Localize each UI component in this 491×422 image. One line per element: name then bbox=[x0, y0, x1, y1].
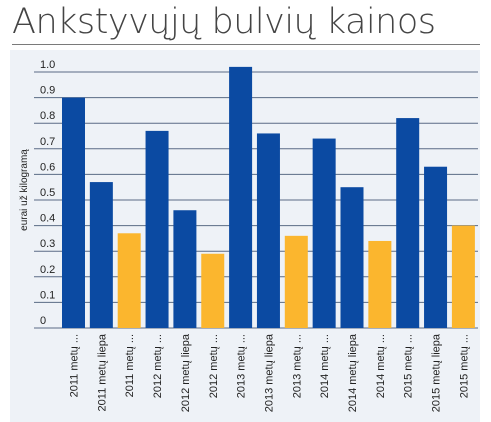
bar bbox=[451, 225, 475, 328]
bar bbox=[173, 210, 197, 328]
category-label: 2013 metų liepa bbox=[263, 333, 275, 412]
y-tick-labels: 0 0.1 0.2 0.3 0.4 0.5 0.6 0.7 0.8 0.9 1.0 bbox=[40, 59, 55, 327]
category-label: 2013 metų ... bbox=[291, 334, 303, 398]
category-labels: 2011 metų ... 2011 metų liepa 2011 metų ..… bbox=[69, 333, 471, 412]
bar bbox=[229, 66, 253, 328]
category-label: 2015 metų ... bbox=[458, 334, 470, 398]
category-label: 2013 metų ... bbox=[236, 334, 248, 398]
category-label: 2014 metų ... bbox=[319, 334, 331, 398]
y-tick-label: 0.5 bbox=[40, 187, 55, 199]
y-tick-label: 0.7 bbox=[40, 136, 55, 148]
y-axis-label: eurai už kilogramą bbox=[19, 149, 30, 231]
bar bbox=[201, 253, 225, 328]
category-label: 2011 metų ... bbox=[124, 334, 136, 397]
bar bbox=[62, 97, 85, 328]
title-divider bbox=[12, 44, 480, 45]
chart-title: Ankstyvųjų bulvių kainos bbox=[12, 2, 436, 42]
category-label: 2012 metų liepa bbox=[180, 333, 192, 412]
bar bbox=[256, 133, 280, 328]
bar bbox=[312, 138, 336, 328]
category-label: 2011 metų ... bbox=[69, 334, 81, 397]
bar bbox=[145, 130, 169, 328]
category-label: 2012 metų ... bbox=[152, 334, 164, 398]
y-tick-label: 0.9 bbox=[40, 85, 55, 97]
bar bbox=[368, 240, 392, 328]
bar bbox=[340, 187, 364, 328]
y-tick-label: 0 bbox=[40, 315, 46, 327]
y-tick-label: 0.1 bbox=[40, 289, 55, 301]
y-tick-label: 1.0 bbox=[40, 59, 55, 71]
category-label: 2011 metų liepa bbox=[96, 333, 108, 411]
bar bbox=[89, 182, 113, 328]
y-tick-label: 0.4 bbox=[40, 213, 55, 225]
bar bbox=[117, 233, 141, 328]
y-tick-label: 0.2 bbox=[40, 264, 55, 276]
y-tick-label: 0.6 bbox=[40, 161, 55, 173]
category-label: 2015 metų liepa bbox=[431, 333, 443, 412]
category-label: 2015 metų ... bbox=[403, 334, 415, 398]
y-tick-label: 0.8 bbox=[40, 110, 55, 122]
y-tick-label: 0.3 bbox=[40, 238, 55, 250]
bar bbox=[396, 118, 420, 328]
bar bbox=[284, 235, 308, 328]
category-label: 2012 metų ... bbox=[208, 334, 220, 398]
bar bbox=[424, 166, 448, 328]
bars bbox=[62, 66, 475, 328]
category-label: 2014 metų liepa bbox=[347, 333, 359, 412]
category-label: 2014 metų ... bbox=[375, 334, 387, 398]
